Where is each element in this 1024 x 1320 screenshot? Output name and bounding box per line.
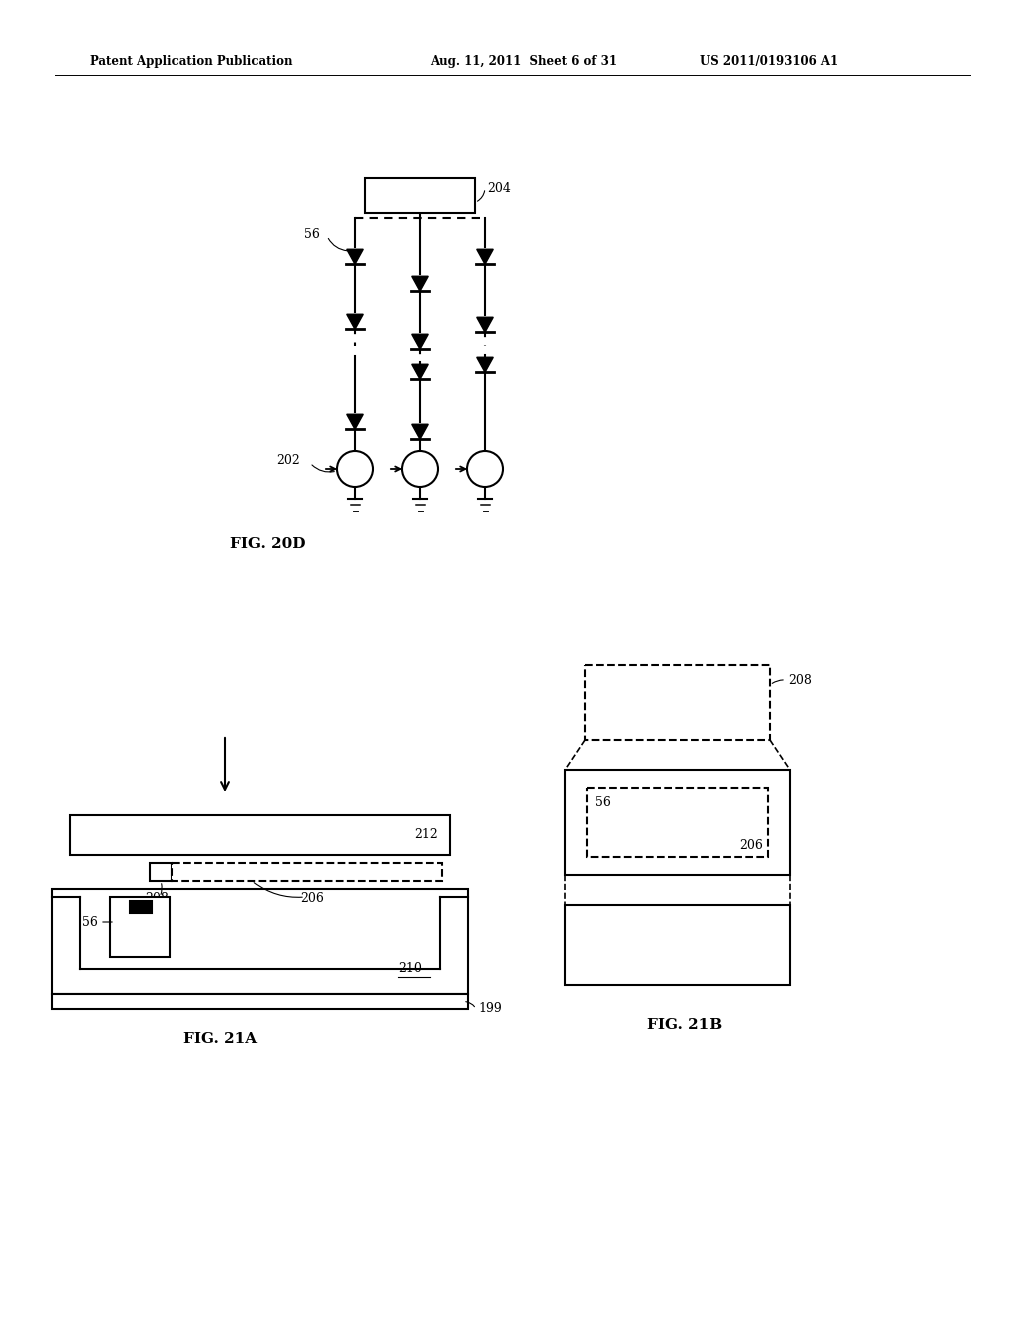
Bar bbox=[150, 863, 172, 880]
Text: 199: 199 bbox=[478, 1002, 502, 1015]
Bar bbox=[172, 863, 442, 880]
Text: FIG. 21B: FIG. 21B bbox=[647, 1018, 723, 1032]
Text: US 2011/0193106 A1: US 2011/0193106 A1 bbox=[700, 55, 838, 69]
Circle shape bbox=[467, 451, 503, 487]
Bar bbox=[110, 898, 170, 957]
Polygon shape bbox=[347, 314, 364, 329]
Bar bbox=[587, 788, 768, 857]
Text: 208: 208 bbox=[145, 892, 169, 906]
Text: 212: 212 bbox=[415, 829, 438, 842]
Text: 206: 206 bbox=[739, 840, 763, 851]
Text: 56: 56 bbox=[304, 227, 319, 240]
Bar bbox=[130, 902, 152, 913]
Text: 56: 56 bbox=[82, 916, 98, 928]
Text: 204: 204 bbox=[487, 181, 511, 194]
Polygon shape bbox=[412, 364, 428, 379]
Text: 56: 56 bbox=[595, 796, 611, 809]
Bar bbox=[365, 178, 475, 213]
Polygon shape bbox=[477, 358, 494, 372]
Polygon shape bbox=[477, 317, 494, 333]
Bar bbox=[565, 906, 790, 985]
Polygon shape bbox=[412, 334, 428, 350]
Circle shape bbox=[337, 451, 373, 487]
Polygon shape bbox=[347, 414, 364, 429]
Text: FIG. 21A: FIG. 21A bbox=[183, 1032, 257, 1045]
Text: Aug. 11, 2011  Sheet 6 of 31: Aug. 11, 2011 Sheet 6 of 31 bbox=[430, 55, 617, 69]
Bar bbox=[565, 770, 790, 875]
Text: 208: 208 bbox=[788, 673, 812, 686]
Polygon shape bbox=[412, 276, 428, 292]
Circle shape bbox=[402, 451, 438, 487]
Bar bbox=[70, 814, 450, 855]
Bar bbox=[52, 994, 468, 1008]
Text: 210: 210 bbox=[398, 962, 422, 975]
Polygon shape bbox=[412, 424, 428, 440]
Text: 206: 206 bbox=[300, 892, 324, 906]
Text: Patent Application Publication: Patent Application Publication bbox=[90, 55, 293, 69]
Text: FIG. 20D: FIG. 20D bbox=[230, 537, 305, 550]
Polygon shape bbox=[477, 249, 494, 264]
Bar bbox=[585, 665, 770, 741]
Bar bbox=[52, 888, 468, 994]
Polygon shape bbox=[347, 249, 364, 264]
Text: 202: 202 bbox=[276, 454, 300, 467]
